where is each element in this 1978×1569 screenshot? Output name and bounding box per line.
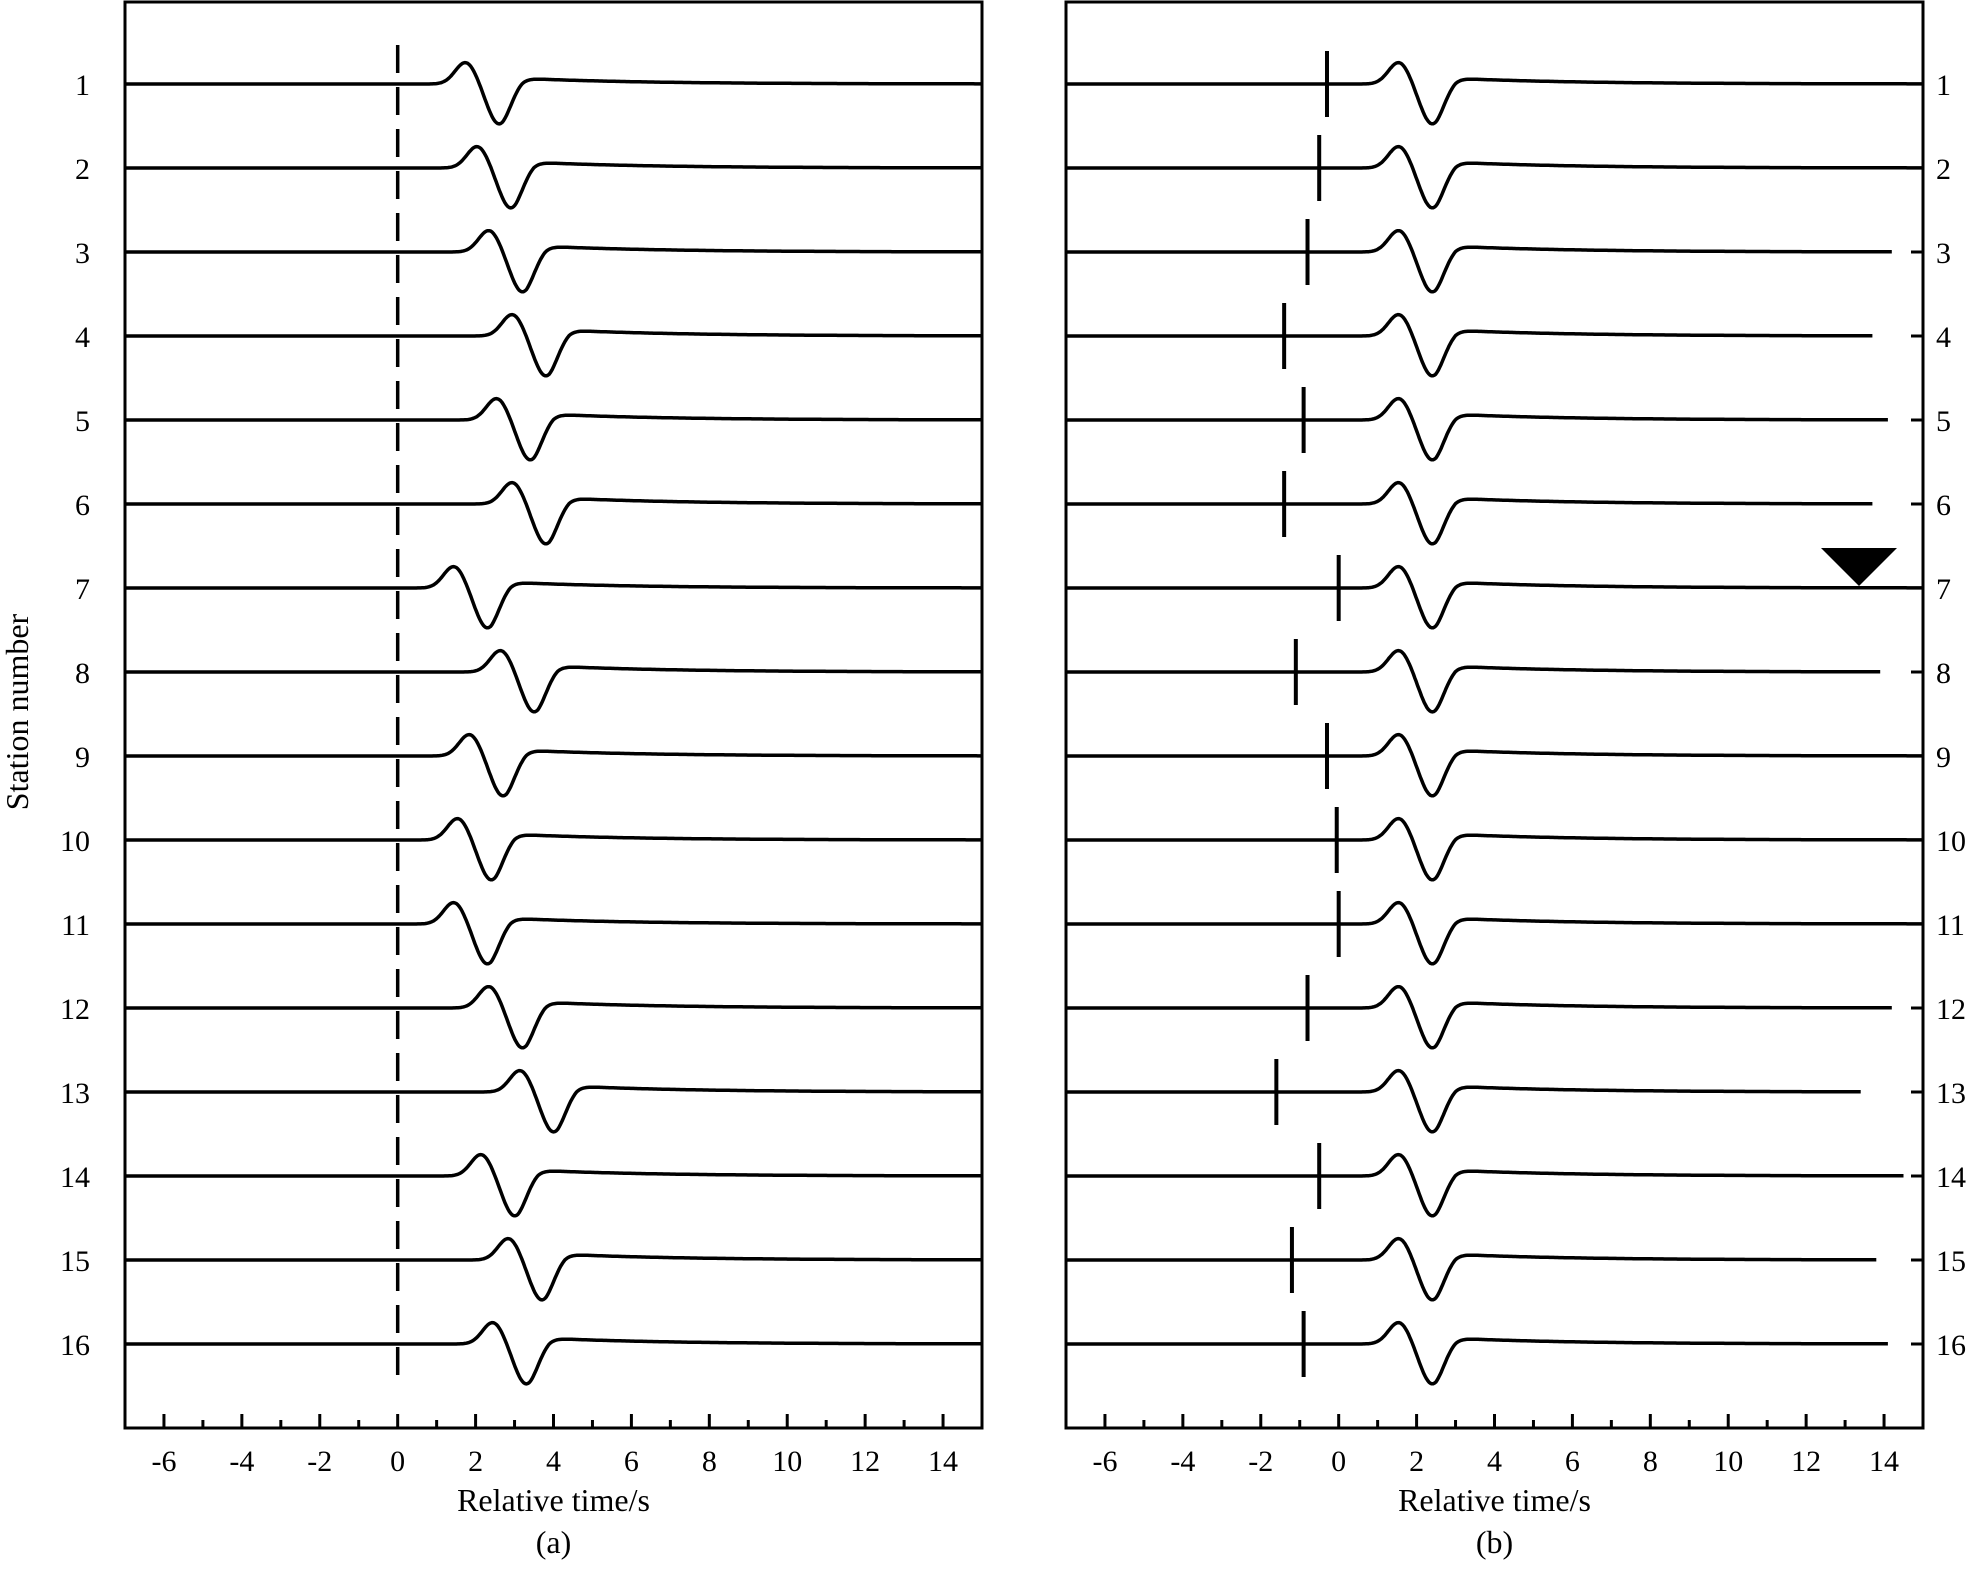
- station-trace: [124, 1236, 983, 1302]
- station-trace: [1065, 480, 1873, 546]
- station-label: 13: [1936, 1077, 1966, 1110]
- station-trace: [1065, 900, 1924, 966]
- x-tick-label: 12: [1791, 1445, 1821, 1478]
- station-label: 8: [1936, 657, 1951, 690]
- station-label: 5: [1936, 405, 1951, 438]
- station-label: 7: [75, 573, 90, 606]
- station-label: 16: [60, 1329, 90, 1362]
- station-trace: [1065, 1236, 1877, 1302]
- station-trace: [1065, 1320, 1889, 1386]
- x-tick-label: 0: [390, 1445, 405, 1478]
- station-label: 14: [60, 1161, 90, 1194]
- x-tick-label: -2: [307, 1445, 332, 1478]
- station-label: 9: [75, 741, 90, 774]
- station-label: 4: [75, 321, 90, 354]
- station-label: 6: [75, 489, 90, 522]
- station-trace: [124, 312, 983, 378]
- y-axis-title: Station number: [0, 613, 35, 810]
- station-trace: [1065, 312, 1873, 378]
- station-label: 9: [1936, 741, 1951, 774]
- station-trace: [124, 984, 983, 1050]
- station-trace: [1065, 396, 1889, 462]
- station-trace: [1065, 816, 1924, 882]
- x-tick-label: 6: [1565, 1445, 1580, 1478]
- x-tick-label: -2: [1248, 1445, 1273, 1478]
- station-trace: [124, 1320, 983, 1386]
- station-trace: [124, 1068, 983, 1134]
- station-label: 3: [1936, 237, 1951, 270]
- x-tick-label: -4: [1170, 1445, 1195, 1478]
- x-tick-label: 2: [468, 1445, 483, 1478]
- x-tick-label: 4: [546, 1445, 561, 1478]
- station-label: 10: [60, 825, 90, 858]
- station-label: 12: [1936, 993, 1966, 1026]
- station-label: 13: [60, 1077, 90, 1110]
- station-trace: [124, 732, 983, 798]
- x-tick-label: -6: [1092, 1445, 1117, 1478]
- plot-frame: [123, 0, 984, 1430]
- station-label: 7: [1936, 573, 1951, 606]
- x-tick-label: 4: [1487, 1445, 1502, 1478]
- station-label: 6: [1936, 489, 1951, 522]
- station-trace: [124, 480, 983, 546]
- station-label: 8: [75, 657, 90, 690]
- station-label: 15: [1936, 1245, 1966, 1278]
- station-label: 1: [1936, 69, 1951, 102]
- station-label: 11: [1936, 909, 1965, 942]
- station-trace: [1065, 984, 1893, 1050]
- station-trace: [1065, 144, 1924, 210]
- station-trace: [1065, 564, 1924, 630]
- station-trace: [1065, 1152, 1904, 1218]
- station-label: 16: [1936, 1329, 1966, 1362]
- x-tick-label: 12: [850, 1445, 880, 1478]
- station-trace: [1065, 1068, 1862, 1134]
- station-trace: [124, 228, 983, 294]
- station-trace: [124, 60, 983, 126]
- station-trace: [124, 648, 983, 714]
- x-tick-label: 14: [928, 1445, 958, 1478]
- station-trace: [124, 564, 983, 630]
- x-axis-title: Relative time/s: [1398, 1482, 1591, 1518]
- station-trace: [124, 900, 983, 966]
- station-trace: [1065, 732, 1924, 798]
- station-trace: [1065, 60, 1924, 126]
- x-tick-label: 10: [1713, 1445, 1743, 1478]
- station-trace: [1065, 648, 1881, 714]
- x-tick-label: 8: [702, 1445, 717, 1478]
- station-label: 14: [1936, 1161, 1966, 1194]
- station-label: 5: [75, 405, 90, 438]
- x-tick-label: -4: [229, 1445, 254, 1478]
- x-tick-label: 6: [624, 1445, 639, 1478]
- station-label: 1: [75, 69, 90, 102]
- station-trace: [124, 1152, 983, 1218]
- station-trace: [124, 816, 983, 882]
- x-tick-label: 8: [1643, 1445, 1658, 1478]
- station-label: 2: [75, 153, 90, 186]
- x-axis-title: Relative time/s: [457, 1482, 650, 1518]
- station-label: 2: [1936, 153, 1951, 186]
- panel-label: (a): [536, 1524, 572, 1560]
- station-label: 10: [1936, 825, 1966, 858]
- station-label: 3: [75, 237, 90, 270]
- station-label: 11: [61, 909, 90, 942]
- station-label: 12: [60, 993, 90, 1026]
- panel-label: (b): [1476, 1524, 1513, 1560]
- x-tick-label: 0: [1331, 1445, 1346, 1478]
- x-tick-label: 14: [1869, 1445, 1899, 1478]
- plot-frame: [1064, 0, 1925, 1430]
- x-tick-label: -6: [151, 1445, 176, 1478]
- station-trace: [1065, 228, 1893, 294]
- station-trace: [124, 144, 983, 210]
- reference-station-triangle-icon: [1821, 548, 1897, 586]
- x-tick-label: 2: [1409, 1445, 1424, 1478]
- station-label: 15: [60, 1245, 90, 1278]
- station-trace: [124, 396, 983, 462]
- x-tick-label: 10: [772, 1445, 802, 1478]
- station-label: 4: [1936, 321, 1951, 354]
